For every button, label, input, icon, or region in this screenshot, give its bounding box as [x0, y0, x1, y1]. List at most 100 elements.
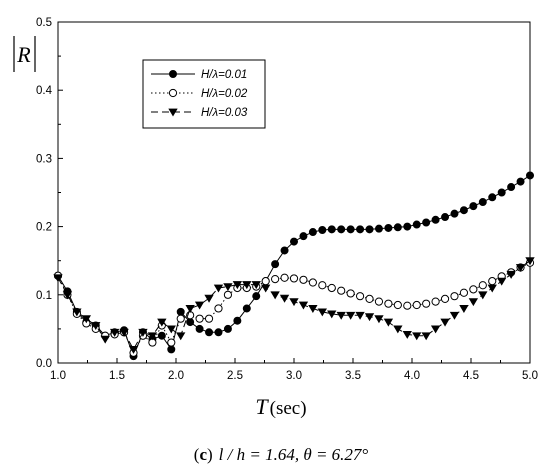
- figure-caption: (c) l / h = 1.64, θ = 6.27°: [194, 445, 369, 464]
- series-3-point: [421, 332, 431, 341]
- series-1-point: [459, 206, 468, 215]
- series-2-point: [289, 274, 299, 283]
- series-1-point: [346, 225, 355, 234]
- data-series: [53, 171, 535, 361]
- x-tick-label: 1.0: [50, 370, 66, 382]
- series-1-point: [308, 228, 317, 237]
- series-3-point: [430, 325, 441, 334]
- series-1-point: [195, 324, 204, 333]
- series-3-point: [194, 301, 205, 310]
- x-tick-label: 2.5: [227, 370, 243, 382]
- series-1-point: [431, 215, 440, 224]
- x-tick-label: 5.0: [522, 370, 538, 382]
- series-3-point: [449, 311, 460, 320]
- series-3-point: [138, 328, 148, 337]
- series-1-point: [252, 292, 261, 301]
- series-1-point: [365, 225, 374, 234]
- series-3-point: [308, 305, 318, 313]
- caption-label: c: [199, 445, 207, 464]
- series-3-point: [345, 311, 356, 320]
- x-label-symbol: T: [255, 394, 269, 419]
- series-3-point: [478, 291, 488, 300]
- y-tick-label: 0.5: [36, 17, 52, 29]
- x-tick-label: 2.0: [168, 370, 184, 382]
- series-1-point: [289, 237, 298, 246]
- series-3-point: [53, 274, 63, 283]
- series-3-point: [91, 322, 101, 331]
- series-1-point: [478, 198, 487, 207]
- series-3-point: [440, 318, 450, 327]
- x-axis-label: T (sec): [255, 394, 306, 419]
- series-2-point: [355, 292, 365, 301]
- series-3-point: [72, 308, 82, 317]
- y-tick-label: 0.3: [36, 153, 52, 165]
- series-2-point: [488, 277, 497, 286]
- series-2-point: [167, 338, 176, 347]
- series-2-point: [223, 290, 233, 299]
- caption-text: l / h = 1.64, θ = 6.27°: [219, 445, 369, 464]
- series-2-point: [450, 292, 459, 301]
- y-tick-label: 0.2: [36, 222, 52, 234]
- series-3-point: [204, 294, 214, 303]
- series-2-point: [346, 289, 355, 298]
- x-tick-label: 1.5: [109, 370, 125, 382]
- series-1-point: [186, 318, 195, 327]
- series-3-point: [157, 318, 167, 327]
- series-2-point: [374, 297, 384, 306]
- series-3-point: [374, 315, 384, 324]
- series-2-point: [327, 283, 336, 293]
- series-1-point: [176, 307, 185, 316]
- x-tick-label: 3.5: [345, 370, 361, 382]
- series-3-point: [412, 332, 422, 341]
- series-1-point: [393, 223, 402, 232]
- series-2-point: [478, 281, 487, 290]
- legend-marker: [168, 88, 178, 98]
- series-2-point: [214, 304, 223, 313]
- series-3: [53, 257, 535, 354]
- series-3-point: [497, 277, 507, 286]
- series-1-point: [469, 202, 478, 211]
- series-2-point: [280, 273, 289, 282]
- series-3-point: [223, 283, 233, 292]
- series-2-point: [299, 275, 308, 284]
- series-3-point: [176, 332, 186, 341]
- series-2-point: [318, 281, 327, 290]
- series-3-point: [261, 284, 271, 293]
- series-1-point: [327, 225, 336, 234]
- series-3-point: [109, 328, 120, 337]
- series-3-point: [62, 291, 73, 300]
- legend-marker: [168, 108, 178, 117]
- series-3-point: [317, 308, 327, 317]
- series-2-point: [412, 300, 421, 310]
- legend-box: [142, 59, 266, 129]
- series-1-point: [526, 171, 535, 180]
- legend-entry-1: H/λ=0.01: [151, 69, 247, 81]
- series-3-point: [468, 298, 479, 307]
- series-2-point: [393, 300, 402, 310]
- series-3-point: [336, 311, 346, 320]
- series-1-point: [403, 222, 412, 231]
- series-2-point: [261, 277, 270, 286]
- series-2-point: [469, 285, 478, 294]
- series-1-point: [157, 331, 166, 340]
- series-3-point: [459, 305, 469, 313]
- series-3-point: [487, 284, 497, 293]
- series-2-point: [271, 275, 280, 284]
- legend-marker: [168, 70, 177, 79]
- series-3-point: [251, 281, 261, 290]
- series-2-point: [440, 294, 450, 303]
- series-3-point: [232, 281, 243, 290]
- series-1-line: [57, 175, 531, 358]
- y-label-text: R: [16, 42, 31, 67]
- series-1-point: [488, 193, 497, 202]
- series-3-point: [515, 264, 526, 273]
- series-1-point: [384, 223, 393, 232]
- series-3-point: [242, 281, 252, 290]
- series-3-point: [185, 305, 195, 313]
- series-2-point: [365, 294, 374, 303]
- series-1-point: [412, 220, 421, 229]
- series-2-point: [384, 299, 393, 308]
- series-1-point: [233, 316, 242, 325]
- series-1-point: [299, 232, 308, 241]
